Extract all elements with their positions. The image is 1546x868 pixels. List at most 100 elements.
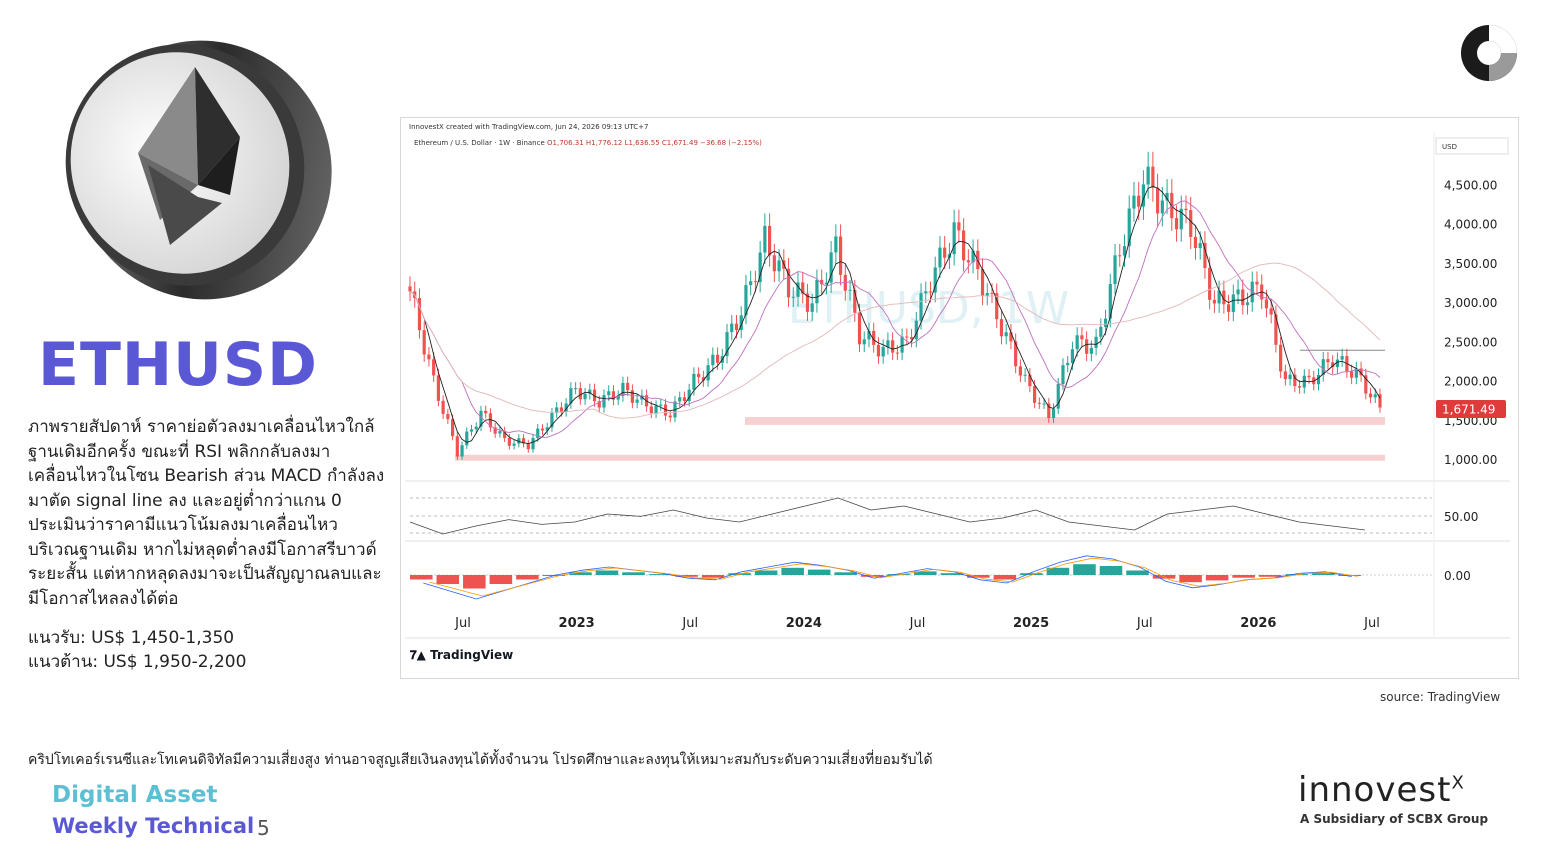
candle-body	[592, 389, 597, 402]
candle-body	[1279, 344, 1283, 372]
x-tick-label: Jul	[1136, 616, 1153, 631]
macd-histogram-bar	[648, 574, 672, 576]
y-tick-label: 3,500.00	[1444, 257, 1497, 271]
candle-body	[943, 247, 947, 258]
candle-body	[768, 225, 772, 256]
x-tick-label: 2025	[1013, 616, 1049, 631]
x-tick-label: 2026	[1240, 616, 1276, 631]
tradingview-logo-icon: 𝟕▲	[410, 648, 431, 662]
macd-histogram-bar	[1073, 564, 1096, 575]
candle-body	[1354, 368, 1358, 378]
candle-body	[574, 388, 578, 390]
macd-histogram-bar	[1311, 573, 1335, 575]
candle-body	[805, 293, 810, 312]
candle-body	[824, 282, 828, 285]
candle-body	[1118, 255, 1122, 257]
macd-histogram-bar	[1205, 575, 1229, 581]
candle-body	[626, 382, 630, 391]
candle-body	[829, 252, 833, 283]
candle-body	[838, 236, 843, 275]
candle-body	[1056, 384, 1060, 409]
candle-body	[1179, 208, 1183, 230]
macd-zero-label: 0.00	[1444, 569, 1471, 583]
support-zone	[455, 454, 1385, 461]
candle-body	[876, 344, 881, 357]
support-level: แนวรับ: US$ 1,450-1,350	[28, 628, 235, 648]
candle-body	[919, 293, 923, 321]
candle-body	[1032, 386, 1037, 403]
candle-body	[611, 391, 616, 400]
candle-body	[588, 389, 592, 394]
candle-body	[1293, 374, 1297, 387]
candle-body	[1127, 208, 1131, 247]
footer-section-title: Digital Asset	[52, 782, 218, 808]
candle-body	[1132, 195, 1136, 209]
x-tick-label: 2023	[559, 616, 595, 631]
ma-long-line	[409, 262, 1381, 419]
candle-body	[436, 375, 440, 401]
candle-body	[810, 303, 814, 312]
candle-body	[772, 255, 776, 272]
candle-body	[1231, 294, 1235, 312]
candle-body	[649, 406, 653, 414]
candle-body	[1269, 308, 1273, 315]
y-tick-label: 4,000.00	[1444, 218, 1497, 232]
candle-body	[417, 298, 422, 331]
candle-body	[635, 399, 639, 403]
candle-body	[1066, 363, 1070, 366]
candle-body	[1331, 362, 1335, 368]
candle-body	[1368, 393, 1373, 398]
y-tick-label: 2,500.00	[1444, 335, 1497, 349]
candle-body	[450, 419, 455, 437]
resistance-level: แนวต้าน: US$ 1,950-2,200	[28, 652, 247, 672]
candle-body	[1023, 374, 1027, 376]
candle-body	[583, 393, 587, 400]
candle-body	[1208, 267, 1212, 300]
candle-body	[555, 407, 559, 413]
risk-disclaimer: คริปโทเคอร์เรนซีและโทเคนดิจิทัลมีความเสี…	[28, 752, 933, 768]
rsi-line	[409, 497, 1366, 535]
macd-histogram-bar	[701, 575, 725, 578]
candle-body	[488, 413, 493, 428]
candle-body	[872, 330, 876, 345]
macd-histogram-bar	[595, 570, 619, 575]
candle-body	[564, 403, 568, 412]
x-tick-label: Jul	[909, 616, 926, 631]
candle-body	[526, 443, 530, 450]
candle-body	[905, 336, 909, 338]
support-resistance-levels: แนวรับ: US$ 1,450-1,350 แนวต้าน: US$ 1,9…	[28, 626, 246, 674]
candle-body	[1113, 255, 1117, 285]
candle-body	[914, 320, 918, 340]
candle-body	[1288, 374, 1292, 380]
macd-line	[423, 555, 1352, 600]
candle-body	[1255, 281, 1259, 285]
candle-body	[706, 365, 710, 381]
macd-histogram-bar	[489, 575, 513, 584]
candle-body	[1037, 402, 1041, 404]
chart-symbol-line: Ethereum / U.S. Dollar · 1W · Binance O1…	[414, 139, 762, 147]
candle-body	[469, 429, 474, 432]
candle-body	[1141, 184, 1146, 207]
candle-body	[933, 267, 937, 293]
candle-body	[952, 222, 956, 255]
macd-histogram-bar	[516, 575, 539, 580]
candle-body	[1283, 371, 1287, 380]
candle-body	[1156, 187, 1160, 214]
macd-histogram-bar	[1258, 575, 1282, 577]
macd-histogram-bar	[463, 575, 486, 589]
candle-body	[1378, 394, 1382, 408]
candle-body	[550, 412, 554, 428]
candle-body	[1193, 236, 1198, 249]
candle-body	[446, 413, 450, 420]
support-zone	[745, 417, 1385, 425]
macd-histogram-bar	[914, 571, 937, 575]
page-title: ETHUSD	[38, 330, 318, 400]
candle-body	[479, 410, 483, 427]
candle-body	[990, 293, 994, 295]
candle-body	[753, 281, 758, 283]
candle-body	[517, 438, 521, 444]
candle-body	[1099, 326, 1103, 337]
macd-histogram-bar	[436, 575, 460, 584]
candle-body	[1274, 314, 1278, 345]
candle-body	[630, 390, 634, 403]
